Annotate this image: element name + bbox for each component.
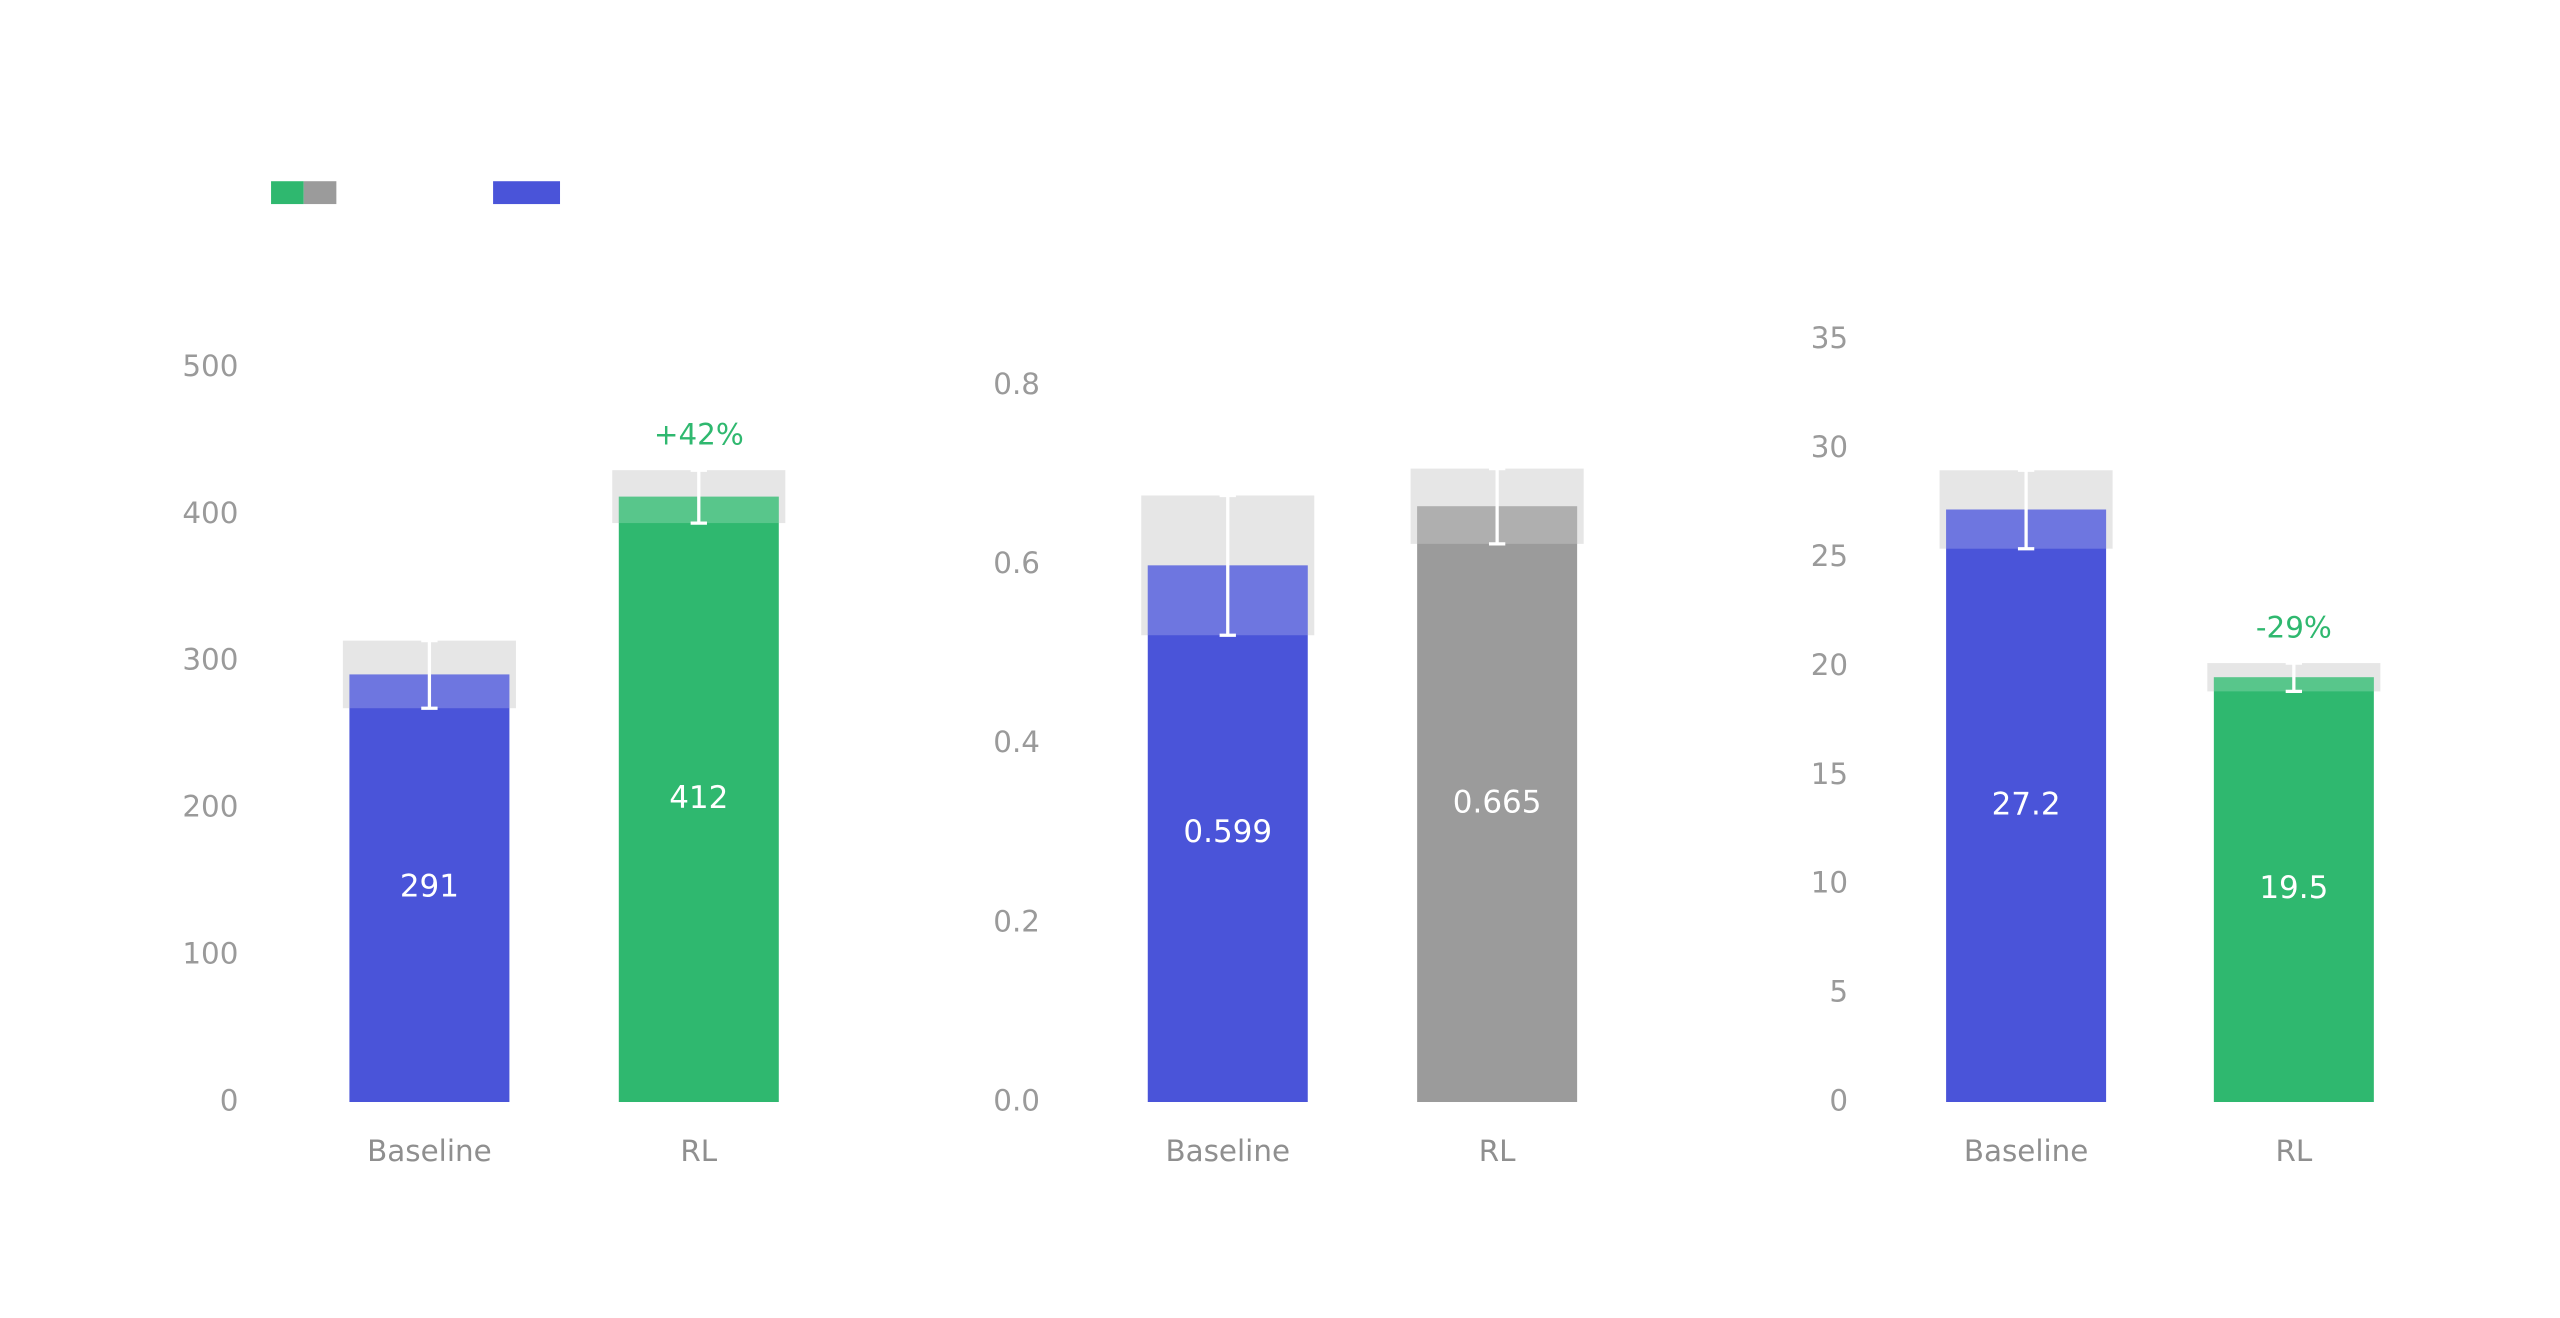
bar xyxy=(1147,565,1308,1103)
x-tick-label: RL xyxy=(1479,1134,1516,1168)
y-tick-label: 10 xyxy=(1811,866,1848,900)
bar xyxy=(1417,506,1578,1103)
y-tick-label: 15 xyxy=(1811,757,1848,791)
y-tick-label: 30 xyxy=(1811,430,1848,464)
y-tick-label: 0.0 xyxy=(993,1084,1040,1118)
annotation: +42% xyxy=(654,417,744,451)
y-tick-label: 100 xyxy=(182,937,238,971)
value-label: 412 xyxy=(669,780,728,816)
x-tick-label: Baseline xyxy=(1964,1134,2089,1168)
x-tick-label: RL xyxy=(680,1134,717,1168)
y-tick-label: 400 xyxy=(182,496,238,530)
bar xyxy=(2213,677,2374,1103)
legend xyxy=(271,181,561,205)
bar xyxy=(1946,509,2107,1103)
y-tick-label: 0 xyxy=(220,1084,239,1118)
annotation: -29% xyxy=(2256,610,2332,644)
x-tick-label: RL xyxy=(2275,1134,2312,1168)
value-label: 291 xyxy=(400,869,459,905)
y-tick-label: 35 xyxy=(1811,321,1848,355)
x-tick-label: Baseline xyxy=(367,1134,492,1168)
y-tick-label: 0.6 xyxy=(993,546,1040,580)
y-tick-label: 200 xyxy=(182,790,238,824)
y-tick-label: 25 xyxy=(1811,539,1848,573)
y-tick-label: 20 xyxy=(1811,648,1848,682)
legend-swatch xyxy=(303,181,337,205)
y-tick-label: 0.2 xyxy=(993,904,1040,938)
bar xyxy=(349,674,510,1103)
value-label: 19.5 xyxy=(2259,870,2328,906)
legend-swatch xyxy=(271,181,304,205)
value-label: 0.599 xyxy=(1183,814,1272,850)
y-tick-label: 5 xyxy=(1829,975,1848,1009)
y-tick-label: 0 xyxy=(1829,1084,1848,1118)
y-tick-label: 0.4 xyxy=(993,725,1040,759)
y-tick-label: 500 xyxy=(182,349,238,383)
y-tick-label: 0.8 xyxy=(993,367,1040,401)
x-tick-label: Baseline xyxy=(1165,1134,1290,1168)
bar xyxy=(618,496,779,1103)
legend-swatch xyxy=(493,181,561,205)
value-label: 27.2 xyxy=(1992,786,2061,822)
value-label: 0.665 xyxy=(1453,785,1542,821)
y-tick-label: 300 xyxy=(182,643,238,677)
